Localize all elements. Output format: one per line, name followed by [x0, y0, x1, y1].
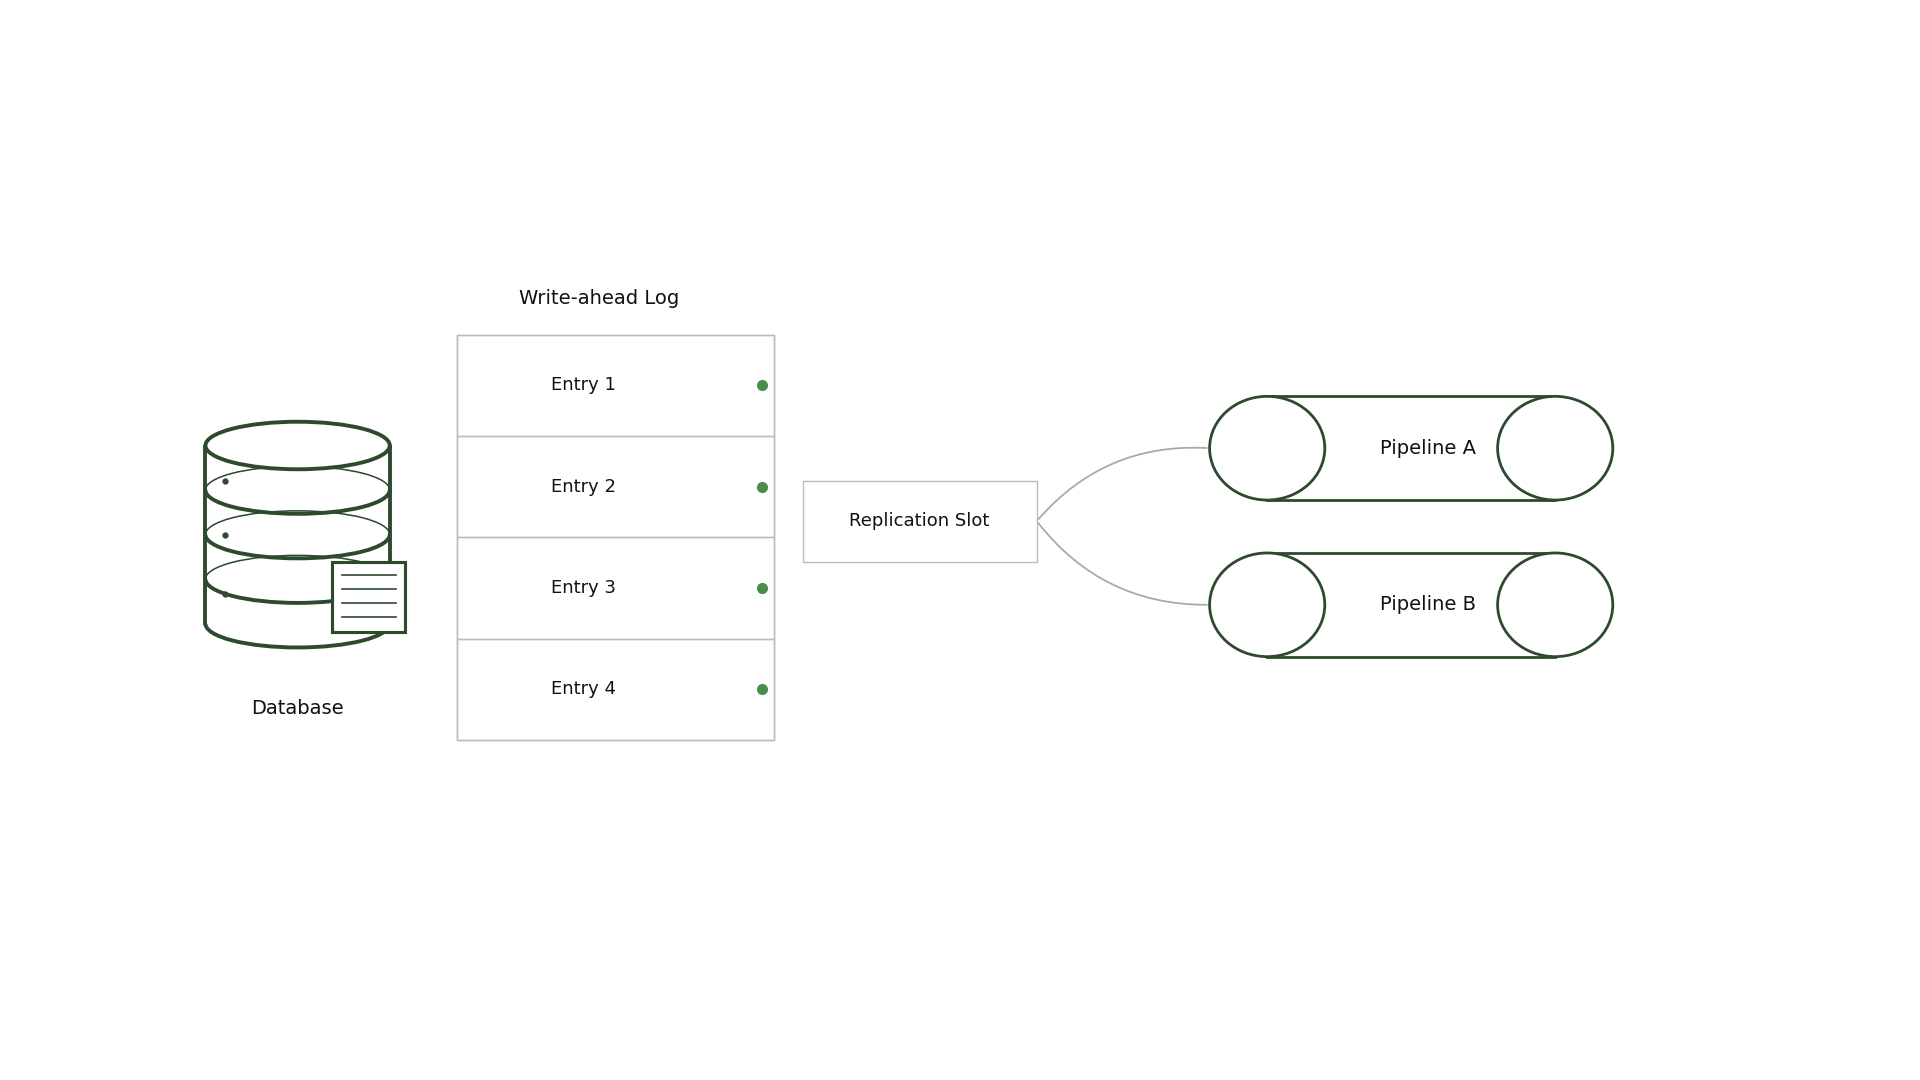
- Bar: [1267, 553, 1555, 657]
- Ellipse shape: [1498, 553, 1613, 657]
- Text: Entry 3: Entry 3: [551, 579, 616, 597]
- Bar: [457, 436, 774, 538]
- Text: Entry 4: Entry 4: [551, 680, 616, 698]
- Bar: [1267, 396, 1555, 500]
- Text: Pipeline B: Pipeline B: [1380, 595, 1476, 615]
- Text: Database: Database: [252, 700, 344, 718]
- Bar: [457, 638, 774, 740]
- Bar: [457, 335, 774, 436]
- Ellipse shape: [205, 421, 390, 469]
- Ellipse shape: [1498, 396, 1613, 500]
- Bar: [457, 335, 774, 740]
- Text: Pipeline A: Pipeline A: [1380, 438, 1476, 458]
- Bar: [457, 538, 774, 638]
- Text: Entry 2: Entry 2: [551, 477, 616, 496]
- Bar: [332, 562, 405, 633]
- Ellipse shape: [1210, 396, 1325, 500]
- Bar: [803, 481, 1037, 562]
- Text: Write-ahead Log: Write-ahead Log: [520, 288, 680, 308]
- Ellipse shape: [1210, 553, 1325, 657]
- Text: Replication Slot: Replication Slot: [849, 512, 991, 530]
- Bar: [332, 562, 405, 633]
- Text: Entry 1: Entry 1: [551, 377, 616, 394]
